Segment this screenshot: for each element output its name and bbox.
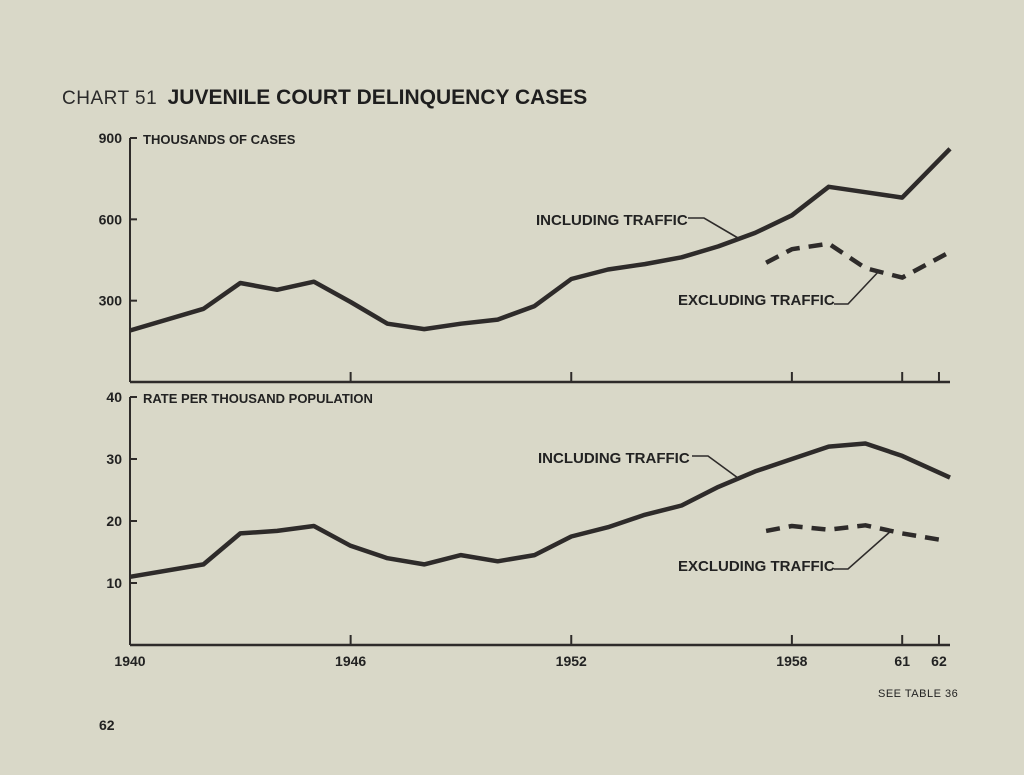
series-label: INCLUDING TRAFFIC [538, 450, 690, 467]
chart-title-block: CHART 51 JUVENILE COURT DELINQUENCY CASE… [62, 86, 587, 110]
series-leader-line [688, 217, 739, 239]
chart-number: CHART 51 [62, 88, 158, 109]
series-label: EXCLUDING TRAFFIC [678, 292, 835, 309]
series-leader-line [834, 529, 893, 570]
x-tick-label: 1940 [114, 653, 145, 669]
y-tick-label: 20 [106, 513, 122, 529]
series-leader-line [834, 269, 881, 305]
excluding-traffic-line [765, 523, 940, 542]
series-leader-line [692, 455, 739, 479]
series-label: INCLUDING TRAFFIC [536, 212, 688, 229]
x-tick-label: 61 [894, 653, 910, 669]
y-tick-label: 600 [99, 211, 123, 227]
including-traffic-line [129, 147, 952, 333]
y-tick-label: 10 [106, 575, 122, 591]
footnote: SEE TABLE 36 [878, 688, 959, 700]
chart-title: JUVENILE COURT DELINQUENCY CASES [167, 86, 588, 109]
including-traffic-line [129, 441, 951, 580]
x-tick-label: 62 [931, 653, 947, 669]
x-tick-label: 1952 [556, 653, 587, 669]
y-tick-label: 30 [106, 451, 122, 467]
page-number: 62 [99, 717, 115, 733]
y-tick-label: 40 [106, 389, 122, 405]
x-tick-label: 1958 [776, 653, 807, 669]
y-tick-label: 900 [99, 130, 123, 146]
x-tick-label: 1946 [335, 653, 366, 669]
excluding-traffic-line [765, 241, 952, 280]
y-axis-label: RATE PER THOUSAND POPULATION [143, 391, 373, 406]
y-tick-label: 300 [99, 293, 123, 309]
series-label: EXCLUDING TRAFFIC [678, 558, 835, 575]
y-axis-label: THOUSANDS OF CASES [143, 132, 296, 147]
